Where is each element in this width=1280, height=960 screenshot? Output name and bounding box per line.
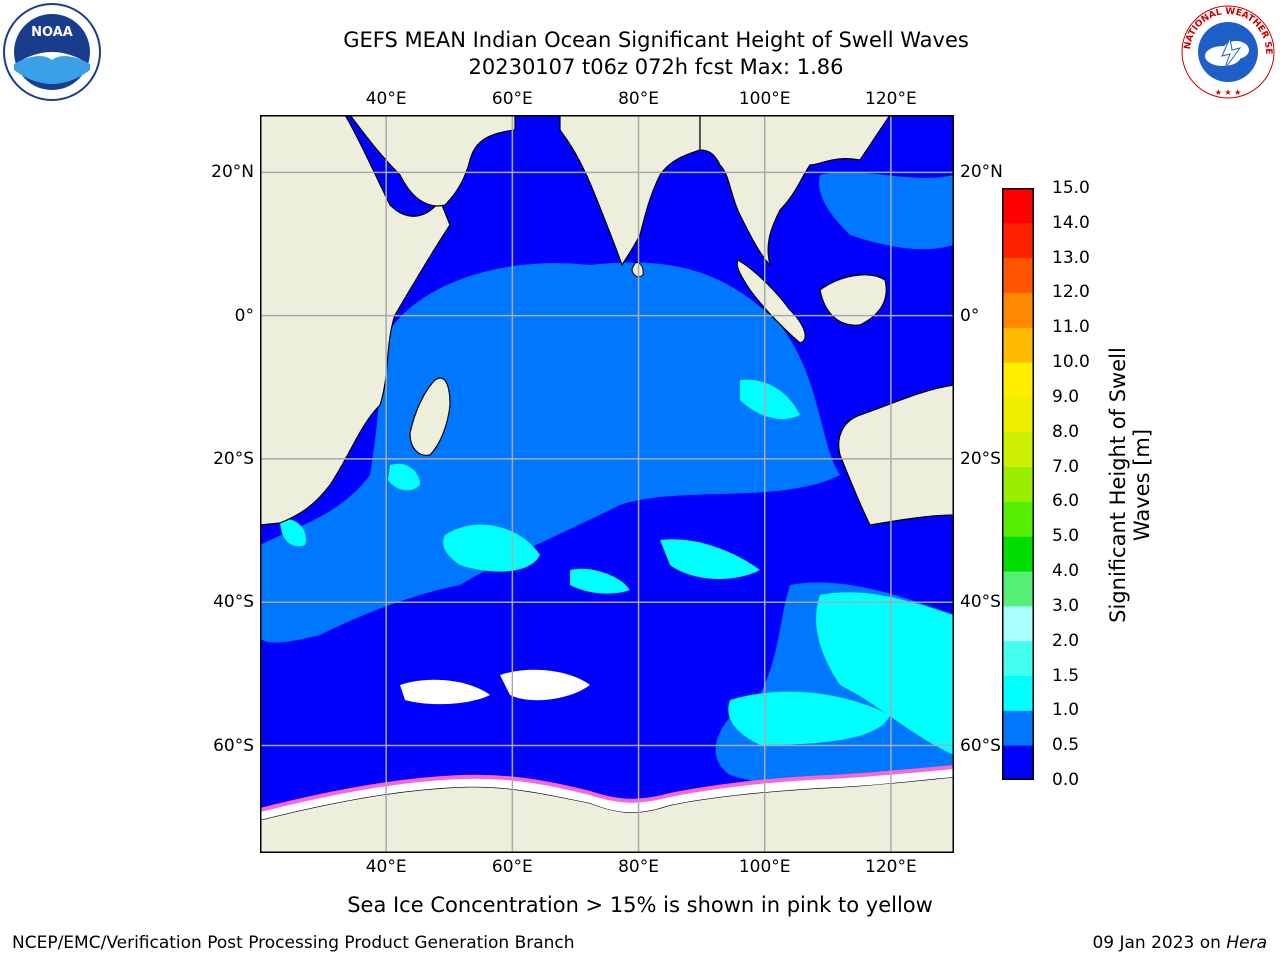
colorbar-tick-label: 0.5: [1052, 735, 1080, 756]
swell-zone-light-3: [816, 592, 954, 755]
land-arabia: [349, 115, 516, 207]
colorbar-cell: [1002, 292, 1034, 328]
colorbar-cell: [1002, 501, 1034, 537]
colorbar-cell: [1002, 571, 1034, 607]
colorbar-tick-label: 13.0: [1052, 247, 1090, 268]
land-sri-lanka: [631, 262, 644, 278]
land-indochina: [699, 115, 891, 267]
noaa-logo-text: NOAA: [31, 25, 73, 40]
colorbar-tick-label: 1.5: [1052, 665, 1080, 686]
colorbar-cell: [1002, 605, 1034, 642]
colorbar-tick-label: 7.0: [1052, 456, 1080, 477]
colorbar-label: Significant Height of Swell Waves [m]: [1106, 347, 1154, 623]
land-australia: [838, 384, 954, 526]
swell-zone-light-6: [570, 568, 630, 594]
land-madagascar: [409, 377, 451, 456]
colorbar-tick-label: 9.0: [1052, 386, 1080, 407]
longitude-label-top: 80°E: [618, 89, 659, 109]
latitude-label-left: 40°S: [213, 592, 254, 613]
swell-zone-mid: [260, 262, 840, 643]
colorbar-cell: [1002, 710, 1034, 746]
latitude-label-right: 20°S: [960, 448, 1001, 469]
noaa-logo: NOAA: [3, 3, 101, 101]
land-borneo: [819, 274, 887, 326]
map-graticule: [260, 115, 954, 853]
colorbar-tick-label: 11.0: [1052, 317, 1090, 338]
colorbar-tick-label: 1.0: [1052, 700, 1080, 721]
swell-zone-light-5: [740, 379, 800, 420]
longitude-label-top: 40°E: [365, 89, 407, 109]
colorbar-cell: [1002, 466, 1034, 502]
swell-height-map: [260, 115, 954, 853]
colorbar-tick-label: 0.0: [1052, 770, 1080, 790]
svg-text:★ ★ ★: ★ ★ ★: [1215, 88, 1242, 97]
swell-zone-light-7: [388, 463, 420, 491]
colorbar-tick-label: 14.0: [1052, 212, 1090, 233]
colorbar-cell: [1002, 222, 1034, 259]
nws-logo: NATIONAL WEATHER SERVICE ★ ★ ★: [1178, 4, 1275, 99]
colorbar-tick-label: 6.0: [1052, 491, 1080, 512]
longitude-label-bottom: 100°E: [738, 857, 791, 877]
map-subtitle: 20230107 t06z 072h fcst Max: 1.86: [468, 55, 844, 79]
swell-zone-light-4: [728, 691, 890, 745]
longitude-label-bottom: 80°E: [618, 857, 659, 877]
swell-zone-mid-east: [819, 172, 954, 250]
longitude-label-bottom: 120°E: [865, 857, 917, 877]
swell-zone-light-8: [280, 519, 306, 547]
colorbar-cell: [1002, 188, 1034, 224]
colorbar-tick-label: 4.0: [1052, 561, 1080, 582]
longitude-label-bottom: 40°E: [365, 857, 407, 877]
colorbar-tick-label: 3.0: [1052, 595, 1080, 616]
colorbar-cell: [1002, 362, 1034, 398]
latitude-label-left: 20°N: [211, 162, 254, 183]
longitude-label-top: 100°E: [738, 89, 791, 109]
colorbar-cell: [1002, 640, 1034, 677]
swell-zone-light-1: [443, 524, 540, 572]
open-water-patch-2: [500, 669, 590, 701]
land-india: [559, 115, 701, 267]
longitude-label-top: 120°E: [865, 89, 917, 109]
date-stamp: 09 Jan 2023 on Hera: [1092, 933, 1267, 953]
latitude-label-left: 0°: [234, 305, 254, 326]
date-stamp-host: Hera: [1226, 933, 1267, 953]
date-stamp-date: 09 Jan 2023 on: [1092, 933, 1227, 953]
colorbar-cell: [1002, 327, 1034, 363]
colorbar-tick-label: 8.0: [1052, 421, 1080, 442]
colorbar-cell: [1002, 257, 1034, 293]
latitude-label-right: 60°S: [960, 735, 1001, 756]
open-water-patch-1: [400, 679, 490, 705]
latitude-label-right: 20°N: [960, 162, 1003, 183]
sea-ice-pink: [260, 765, 954, 812]
colorbar-cell: [1002, 431, 1034, 468]
colorbar: [1002, 188, 1034, 780]
colorbar-tick-label: 10.0: [1052, 352, 1090, 373]
colorbar-tick-label: 5.0: [1052, 526, 1080, 547]
credit-line: NCEP/EMC/Verification Post Processing Pr…: [12, 933, 575, 953]
colorbar-tick-label: 2.0: [1052, 630, 1080, 651]
longitude-label-bottom: 60°E: [491, 857, 533, 877]
colorbar-cell: [1002, 745, 1034, 780]
latitude-label-left: 60°S: [213, 735, 254, 756]
latitude-label-right: 0°: [960, 305, 980, 326]
colorbar-tick-label: 15.0: [1052, 178, 1090, 198]
map-border: [260, 115, 954, 853]
sea-ice-caption: Sea Ice Concentration > 15% is shown in …: [347, 893, 933, 917]
colorbar-cell: [1002, 536, 1034, 572]
swell-zone-light-2: [660, 539, 760, 580]
latitude-label-right: 40°S: [960, 592, 1001, 613]
colorbar-cell: [1002, 675, 1034, 711]
colorbar-tick-label: 12.0: [1052, 282, 1090, 303]
land-sumatra: [736, 259, 806, 344]
longitude-label-top: 60°E: [491, 89, 533, 109]
colorbar-cell: [1002, 396, 1034, 433]
map-title: GEFS MEAN Indian Ocean Significant Heigh…: [343, 28, 969, 52]
latitude-label-left: 20°S: [213, 448, 254, 469]
